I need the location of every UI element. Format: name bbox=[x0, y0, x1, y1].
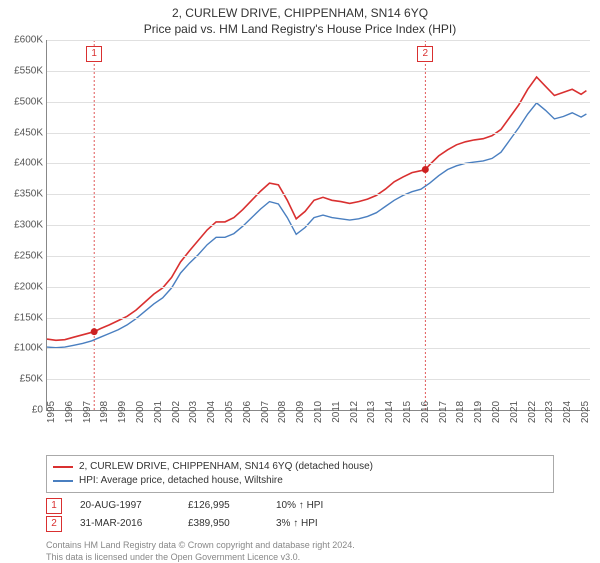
gridline bbox=[47, 133, 590, 134]
y-axis-label: £100K bbox=[3, 343, 43, 354]
x-axis-label: 2012 bbox=[349, 401, 360, 423]
y-axis-label: £400K bbox=[3, 158, 43, 169]
y-axis-label: £550K bbox=[3, 65, 43, 76]
x-axis-label: 2022 bbox=[527, 401, 538, 423]
y-axis-label: £0 bbox=[3, 405, 43, 416]
sale-price: £389,950 bbox=[188, 515, 258, 533]
chart-subtitle: Price paid vs. HM Land Registry's House … bbox=[0, 20, 600, 40]
gridline bbox=[47, 102, 590, 103]
y-axis-label: £300K bbox=[3, 220, 43, 231]
sales-row: 1 20-AUG-1997 £126,995 10% ↑ HPI bbox=[46, 497, 554, 515]
legend-label: 2, CURLEW DRIVE, CHIPPENHAM, SN14 6YQ (d… bbox=[79, 460, 373, 474]
gridline bbox=[47, 40, 590, 41]
gridline bbox=[47, 225, 590, 226]
x-axis-label: 2001 bbox=[153, 401, 164, 423]
legend-box: 2, CURLEW DRIVE, CHIPPENHAM, SN14 6YQ (d… bbox=[46, 455, 554, 493]
footer-text: Contains HM Land Registry data © Crown c… bbox=[46, 539, 554, 563]
gridline bbox=[47, 71, 590, 72]
x-axis: 1995199619971998199920002001200220032004… bbox=[46, 412, 590, 452]
sale-price: £126,995 bbox=[188, 497, 258, 515]
x-axis-label: 2014 bbox=[384, 401, 395, 423]
x-axis-label: 2006 bbox=[242, 401, 253, 423]
legend-swatch bbox=[53, 480, 73, 482]
x-axis-label: 2017 bbox=[438, 401, 449, 423]
sale-delta: 10% ↑ HPI bbox=[276, 497, 323, 515]
sales-table: 1 20-AUG-1997 £126,995 10% ↑ HPI 2 31-MA… bbox=[46, 497, 554, 533]
gridline bbox=[47, 194, 590, 195]
footer-line: This data is licensed under the Open Gov… bbox=[46, 551, 554, 563]
sales-row: 2 31-MAR-2016 £389,950 3% ↑ HPI bbox=[46, 515, 554, 533]
x-axis-label: 2004 bbox=[206, 401, 217, 423]
x-axis-label: 2019 bbox=[473, 401, 484, 423]
legend-row: 2, CURLEW DRIVE, CHIPPENHAM, SN14 6YQ (d… bbox=[53, 460, 547, 474]
legend-label: HPI: Average price, detached house, Wilt… bbox=[79, 474, 283, 488]
x-axis-label: 2016 bbox=[420, 401, 431, 423]
x-axis-label: 2010 bbox=[313, 401, 324, 423]
x-axis-label: 2015 bbox=[402, 401, 413, 423]
marker-badge: 2 bbox=[417, 46, 433, 62]
x-axis-label: 1998 bbox=[99, 401, 110, 423]
x-axis-label: 2020 bbox=[491, 401, 502, 423]
x-axis-label: 1997 bbox=[82, 401, 93, 423]
x-axis-label: 1995 bbox=[46, 401, 57, 423]
marker-badge: 1 bbox=[86, 46, 102, 62]
y-axis-label: £150K bbox=[3, 312, 43, 323]
chart-title: 2, CURLEW DRIVE, CHIPPENHAM, SN14 6YQ bbox=[0, 0, 600, 20]
x-axis-label: 2021 bbox=[509, 401, 520, 423]
x-axis-label: 2000 bbox=[135, 401, 146, 423]
y-axis-label: £350K bbox=[3, 189, 43, 200]
x-axis-label: 1999 bbox=[117, 401, 128, 423]
x-axis-label: 2018 bbox=[455, 401, 466, 423]
sale-delta: 3% ↑ HPI bbox=[276, 515, 318, 533]
chart-container: 2, CURLEW DRIVE, CHIPPENHAM, SN14 6YQ Pr… bbox=[0, 0, 600, 560]
y-axis-label: £450K bbox=[3, 127, 43, 138]
y-axis-label: £500K bbox=[3, 96, 43, 107]
sale-marker-badge: 2 bbox=[46, 516, 62, 532]
x-axis-label: 2002 bbox=[171, 401, 182, 423]
x-axis-label: 2003 bbox=[188, 401, 199, 423]
y-axis-label: £50K bbox=[3, 374, 43, 385]
x-axis-label: 1996 bbox=[64, 401, 75, 423]
series-line bbox=[47, 77, 586, 340]
x-axis-label: 2011 bbox=[331, 401, 342, 423]
sale-date: 31-MAR-2016 bbox=[80, 515, 170, 533]
plot-area: £0£50K£100K£150K£200K£250K£300K£350K£400… bbox=[46, 40, 590, 411]
x-axis-label: 2005 bbox=[224, 401, 235, 423]
x-axis-label: 2008 bbox=[277, 401, 288, 423]
x-axis-label: 2023 bbox=[544, 401, 555, 423]
y-axis-label: £600K bbox=[3, 35, 43, 46]
gridline bbox=[47, 163, 590, 164]
sale-date: 20-AUG-1997 bbox=[80, 497, 170, 515]
x-axis-label: 2007 bbox=[260, 401, 271, 423]
y-axis-label: £250K bbox=[3, 250, 43, 261]
x-axis-label: 2025 bbox=[580, 401, 591, 423]
footer-line: Contains HM Land Registry data © Crown c… bbox=[46, 539, 554, 551]
x-axis-label: 2024 bbox=[562, 401, 573, 423]
gridline bbox=[47, 348, 590, 349]
legend-row: HPI: Average price, detached house, Wilt… bbox=[53, 474, 547, 488]
legend-swatch bbox=[53, 466, 73, 468]
gridline bbox=[47, 256, 590, 257]
sale-marker-badge: 1 bbox=[46, 498, 62, 514]
x-axis-label: 2013 bbox=[366, 401, 377, 423]
gridline bbox=[47, 318, 590, 319]
y-axis-label: £200K bbox=[3, 281, 43, 292]
x-axis-label: 2009 bbox=[295, 401, 306, 423]
gridline bbox=[47, 287, 590, 288]
gridline bbox=[47, 379, 590, 380]
